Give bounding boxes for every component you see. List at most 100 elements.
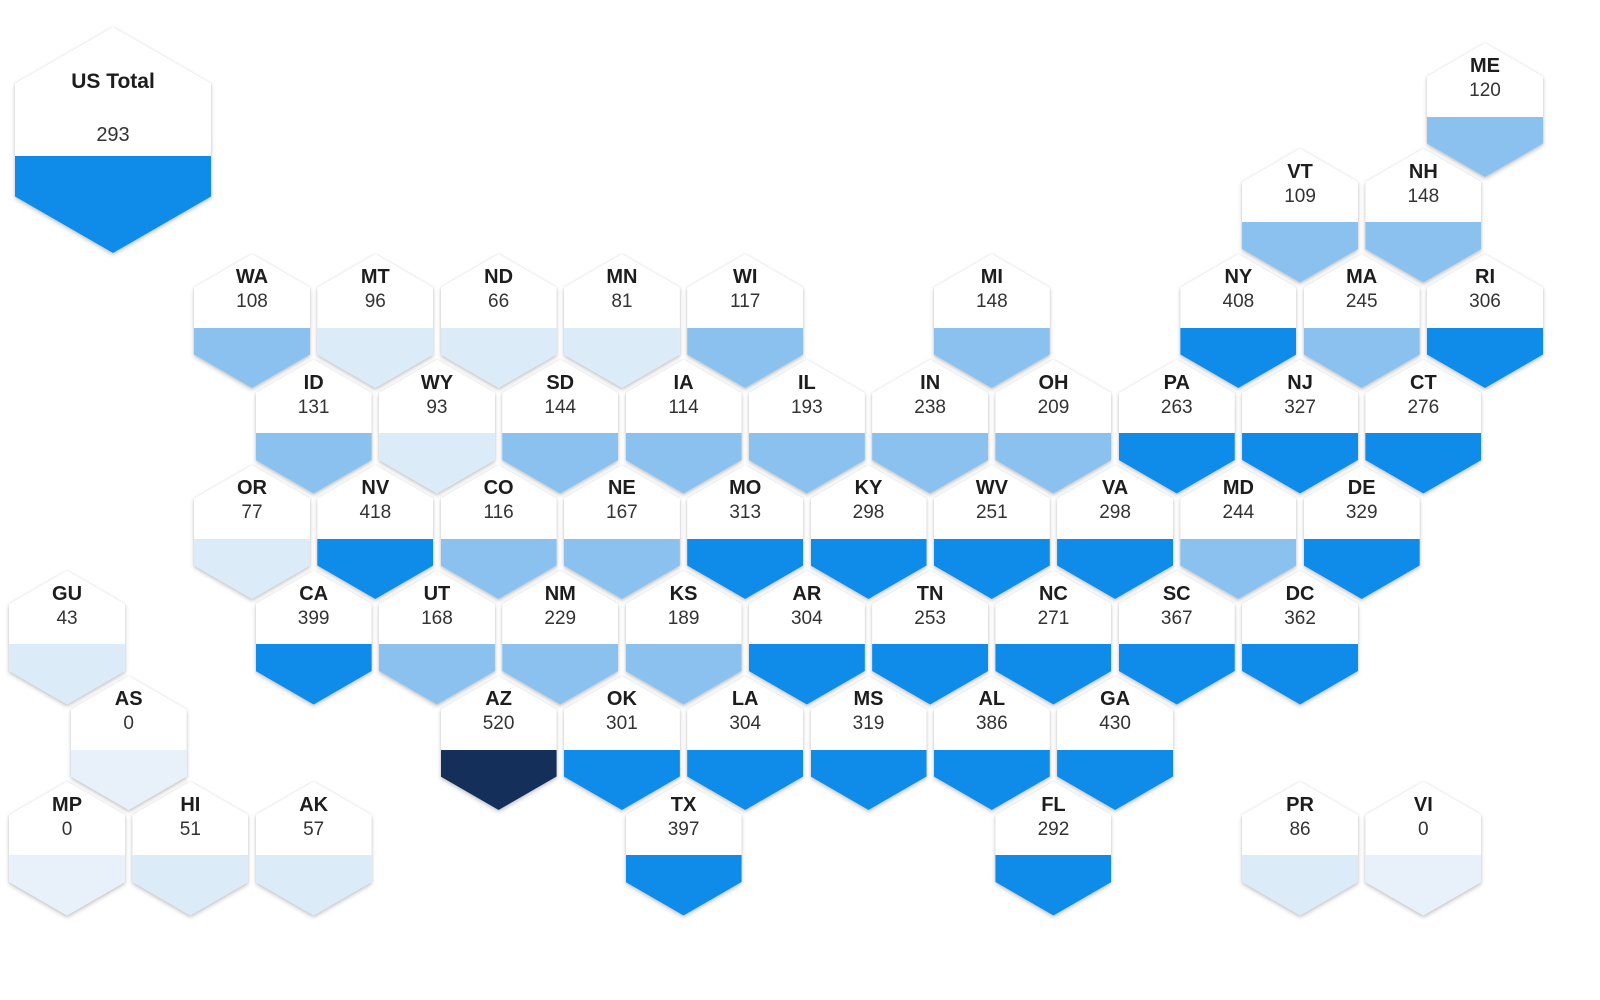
hex-text: GU 43 [9, 582, 125, 631]
state-value: 0 [123, 713, 134, 734]
hex-tile-UT[interactable]: UT 168 [378, 570, 495, 705]
hex-text: OR 77 [194, 476, 310, 525]
hex-tile-VA[interactable]: VA 298 [1057, 465, 1174, 599]
hexagon-shape: WA 108 [194, 254, 310, 388]
state-abbr: AR [792, 582, 822, 605]
hex-tile-AR[interactable]: AR 304 [748, 570, 865, 705]
state-value: 386 [975, 713, 1008, 734]
state-value: 86 [1289, 818, 1311, 840]
hex-text: MO 313 [687, 476, 803, 525]
hex-fill [440, 749, 557, 810]
state-value: 116 [483, 502, 514, 523]
state-value: 430 [1099, 713, 1131, 734]
state-value: 271 [1037, 607, 1070, 629]
hex-tile-MI[interactable]: MI 148 [933, 254, 1050, 388]
hex-tile-MO[interactable]: MO 313 [687, 465, 804, 599]
state-abbr: MA [1346, 266, 1378, 288]
hex-tile-CT[interactable]: CT 276 [1365, 359, 1482, 494]
state-abbr: OK [606, 688, 637, 710]
hex-tile-CO[interactable]: CO 116 [440, 465, 557, 599]
state-abbr: KY [854, 477, 883, 499]
hex-fill [1242, 644, 1359, 705]
hex-tile-TX[interactable]: TX 397 [625, 781, 742, 916]
hex-tile-PR[interactable]: PR 86 [1242, 781, 1359, 916]
state-abbr: SD [546, 371, 575, 394]
hex-text: KS 189 [626, 582, 742, 631]
hex-tile-MS[interactable]: MS 319 [810, 676, 927, 810]
state-abbr: NE [607, 477, 636, 499]
state-abbr: IL [797, 371, 816, 394]
state-abbr: DC [1285, 582, 1315, 605]
hexagon-shape: CT 276 [1365, 359, 1482, 494]
hexagon-shape: MD 244 [1180, 465, 1297, 599]
hex-text: NY 408 [1180, 265, 1296, 314]
state-abbr: NJ [1287, 371, 1313, 394]
state-abbr: AZ [485, 688, 512, 710]
state-value: 117 [730, 291, 761, 312]
hexagon-shape: PR 86 [1242, 781, 1359, 916]
hex-text: MN 81 [564, 265, 680, 314]
hex-fill [1242, 855, 1359, 916]
hex-tile-NM[interactable]: NM 229 [502, 570, 619, 705]
hex-text: DC 362 [1242, 582, 1358, 631]
hex-tile-AK[interactable]: AK 57 [255, 781, 372, 916]
state-abbr: IA [673, 371, 694, 394]
state-abbr: GU [52, 582, 83, 605]
hex-tile-OK[interactable]: OK 301 [563, 676, 680, 810]
hex-tile-GA[interactable]: GA 430 [1057, 676, 1174, 810]
hex-tile-SD[interactable]: SD 144 [502, 359, 619, 494]
state-abbr: SC [1162, 582, 1191, 605]
hex-tile-MD[interactable]: MD 244 [1180, 465, 1297, 599]
hex-text: MD 244 [1180, 476, 1296, 525]
hex-tile-MP[interactable]: MP 0 [9, 781, 126, 916]
hex-text: UT 168 [379, 582, 495, 631]
state-value: 114 [668, 396, 699, 418]
hex-tile-IA[interactable]: IA 114 [625, 359, 742, 494]
state-abbr: ND [484, 266, 514, 288]
hex-text: WY 93 [379, 371, 495, 420]
state-abbr: KS [669, 582, 698, 605]
state-abbr: TX [670, 793, 697, 816]
hex-text: AK 57 [256, 793, 372, 842]
hex-tile-MA[interactable]: MA 245 [1303, 254, 1420, 388]
state-value: 253 [914, 607, 946, 629]
hex-text: VT 109 [1242, 160, 1358, 209]
hex-tile-CA[interactable]: CA 399 [255, 570, 372, 705]
state-abbr: ME [1470, 55, 1500, 77]
hex-tile-AL[interactable]: AL 386 [933, 676, 1050, 810]
state-value: 244 [1222, 502, 1255, 523]
hex-fill [625, 855, 742, 916]
state-abbr: VA [1101, 477, 1129, 499]
state-value: 57 [303, 818, 325, 840]
hexagon-shape: AZ 520 [440, 676, 557, 810]
state-value: 0 [1418, 818, 1429, 840]
state-value: 408 [1222, 291, 1255, 312]
state-abbr: CA [299, 582, 329, 605]
hexagon-shape: MA 245 [1303, 254, 1420, 388]
state-abbr: AK [299, 793, 329, 816]
hex-tile-ME[interactable]: ME 120 [1427, 43, 1543, 177]
hex-tile-AZ[interactable]: AZ 520 [440, 676, 557, 810]
hex-tile-OH[interactable]: OH 209 [995, 359, 1112, 494]
hexagon-shape: TX 397 [625, 781, 742, 916]
state-abbr: IN [920, 371, 941, 394]
hex-text: OK 301 [564, 687, 680, 736]
state-value: 304 [729, 713, 762, 734]
hex-tile-WA[interactable]: WA 108 [194, 254, 310, 388]
hex-tile-VI[interactable]: VI 0 [1365, 781, 1482, 916]
state-value: 109 [1284, 185, 1316, 207]
state-abbr: DE [1347, 477, 1376, 499]
us-total-value: 293 [96, 124, 130, 146]
hex-tile-FL[interactable]: FL 292 [995, 781, 1112, 916]
hex-text: IL 193 [749, 371, 865, 420]
state-value: 189 [667, 607, 700, 629]
us-total-hex-tile[interactable]: US Total 293 [15, 27, 211, 253]
hex-tile-WY[interactable]: WY 93 [378, 359, 495, 494]
state-value: 306 [1469, 291, 1501, 312]
state-value: 148 [1407, 185, 1440, 207]
hex-tile-OR[interactable]: OR 77 [194, 465, 310, 599]
hex-tile-DC[interactable]: DC 362 [1242, 570, 1359, 705]
hex-tile-HI[interactable]: HI 51 [132, 781, 249, 916]
hex-text: KY 298 [811, 476, 927, 525]
hex-tile-VT[interactable]: VT 109 [1242, 148, 1359, 283]
